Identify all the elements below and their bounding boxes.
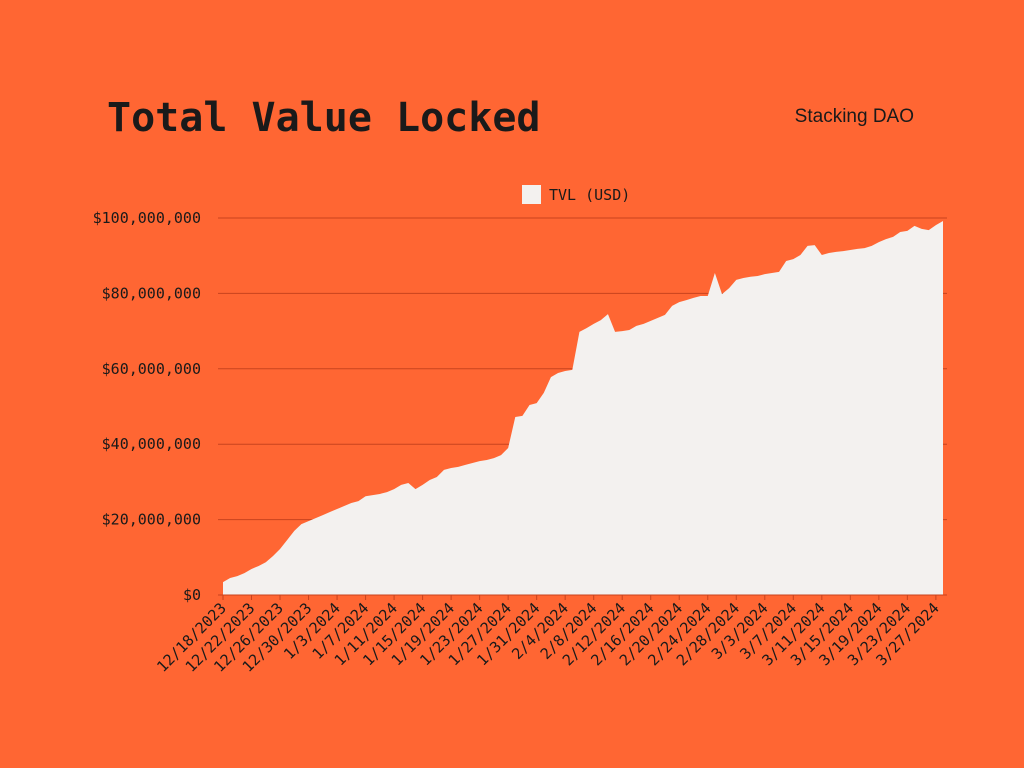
legend-swatch xyxy=(522,185,541,204)
y-tick-label: $60,000,000 xyxy=(102,360,201,378)
area xyxy=(223,221,943,596)
legend-label: TVL (USD) xyxy=(549,186,630,204)
y-tick-label: $20,000,000 xyxy=(102,511,201,529)
y-tick-label: $80,000,000 xyxy=(102,284,201,302)
chart-title: Total Value Locked xyxy=(107,95,540,141)
y-tick-label: $40,000,000 xyxy=(102,435,201,453)
y-tick-label: $100,000,000 xyxy=(93,209,201,227)
chart-subtitle: Stacking DAO xyxy=(795,106,914,127)
y-tick-label: $0 xyxy=(183,586,201,604)
